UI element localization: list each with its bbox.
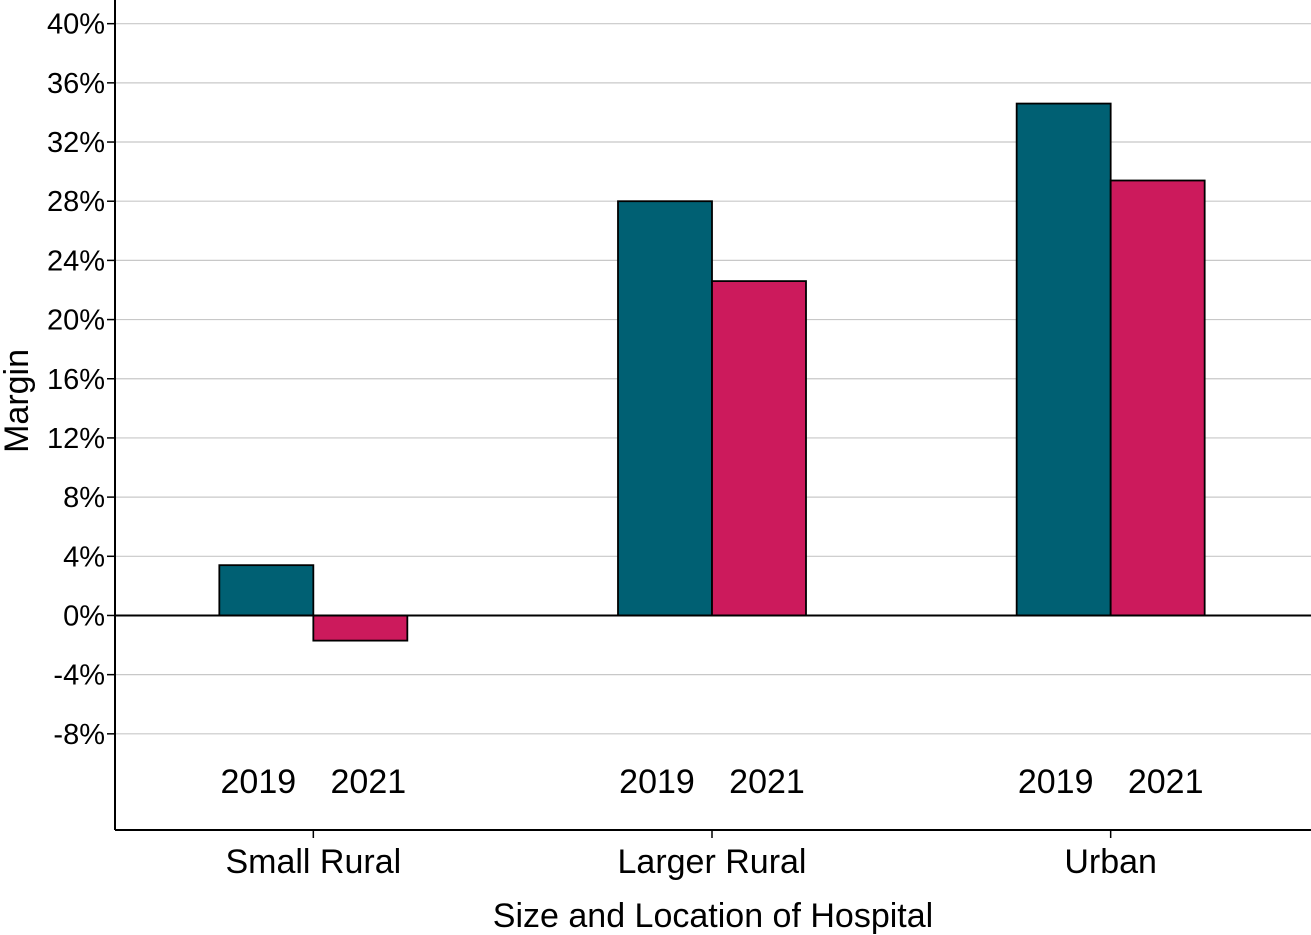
year-label: 2021	[729, 763, 805, 801]
y-ticks: 40% 36% 32% 28% 24% 20% 16% 12% 8% 4% 0% -4% -8%	[47, 9, 115, 751]
year-label: 2021	[1128, 763, 1204, 801]
y-tick-label: 24%	[47, 245, 105, 277]
bar-2021-small-rural	[312, 614, 409, 642]
year-label: 2019	[619, 763, 695, 801]
y-tick-label: 40%	[47, 9, 105, 41]
category-labels: Small Rural Larger Rural Urban	[225, 830, 1157, 881]
x-category-label: Larger Rural	[618, 843, 807, 881]
y-tick-label: -4%	[53, 660, 105, 692]
bar-2021-urban	[1109, 179, 1206, 617]
y-tick-label: 8%	[63, 482, 105, 514]
year-label: 2021	[331, 763, 407, 801]
year-labels: 2019 2021 2019 2021 2019 2021	[221, 763, 1204, 801]
x-category-label: Urban	[1064, 843, 1157, 881]
bar-2019-small-rural	[218, 564, 315, 617]
y-tick-label: 16%	[47, 364, 105, 396]
year-label: 2019	[221, 763, 297, 801]
bar-2019-urban	[1015, 102, 1112, 617]
y-tick-label: 4%	[63, 541, 105, 573]
axes	[114, 0, 1311, 831]
bar-2021-larger-rural	[711, 280, 807, 617]
y-tick-label: 28%	[47, 186, 105, 218]
y-axis-title: Margin	[0, 349, 36, 453]
year-label: 2019	[1018, 763, 1094, 801]
y-tick-label: -8%	[53, 719, 105, 751]
bars	[218, 102, 1206, 642]
y-tick-label: 32%	[47, 127, 105, 159]
y-tick-label: 12%	[47, 423, 105, 455]
y-tick-label: 20%	[47, 305, 105, 337]
bar-2019-larger-rural	[617, 200, 713, 617]
x-axis-title: Size and Location of Hospital	[493, 897, 933, 935]
x-category-label: Small Rural	[225, 843, 401, 881]
y-tick-label: 0%	[63, 600, 105, 632]
y-tick-label: 36%	[47, 68, 105, 100]
